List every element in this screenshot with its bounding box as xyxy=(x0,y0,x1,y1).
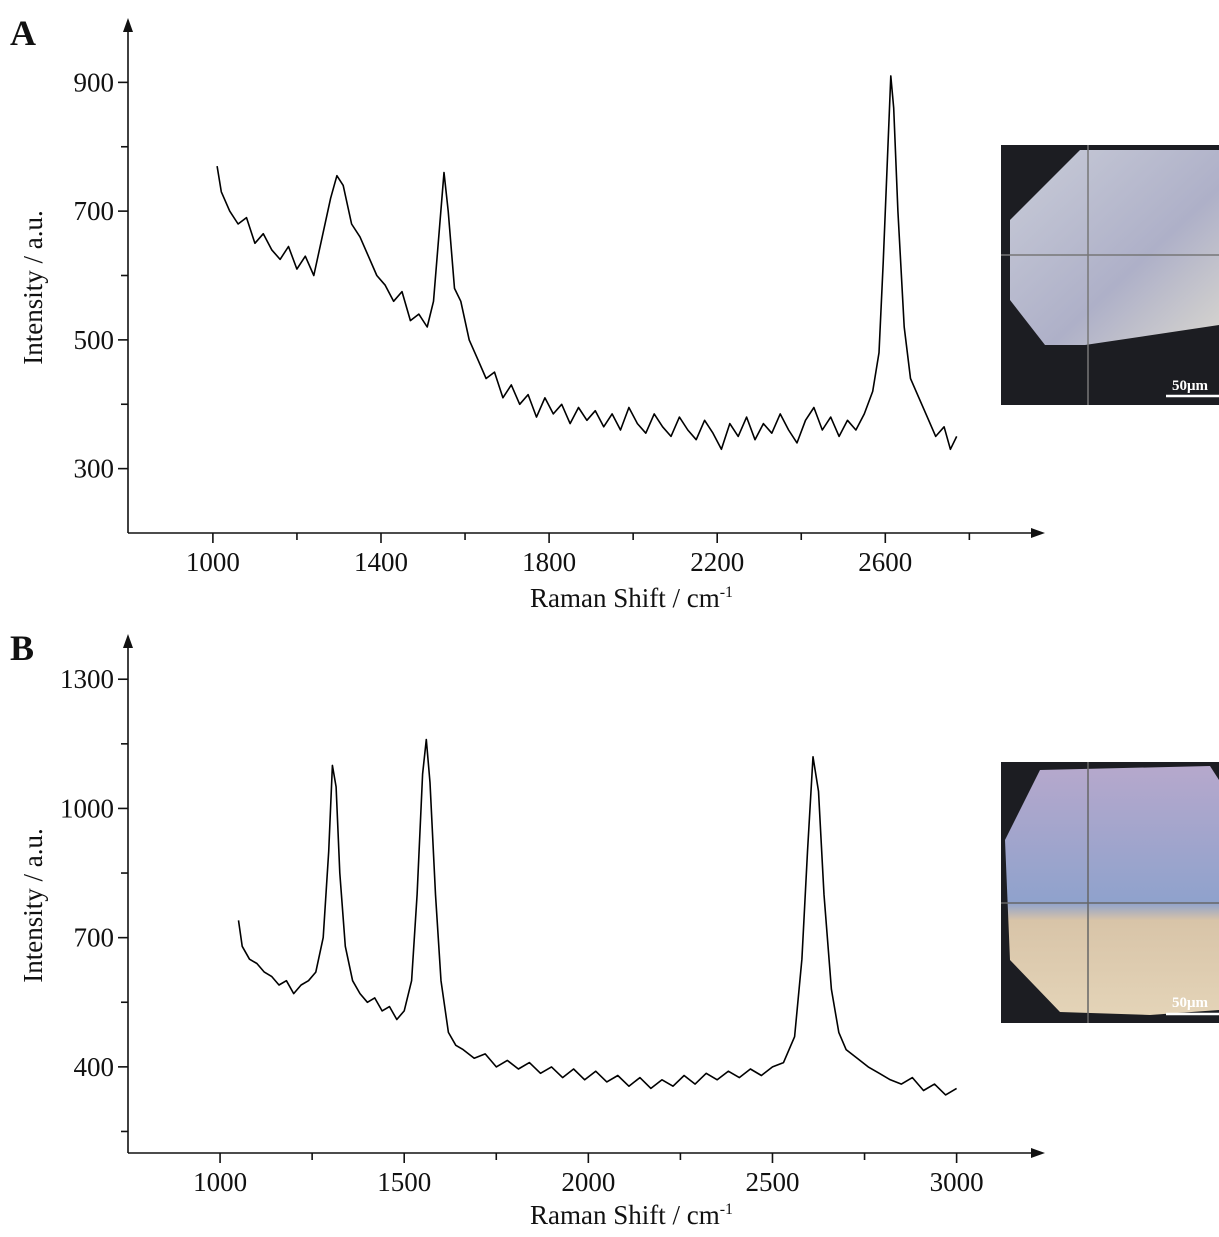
x-tick-label: 2000 xyxy=(561,1167,615,1197)
x-tick-label: 1400 xyxy=(354,547,408,577)
y-axis-label: Intensity / a.u. xyxy=(18,210,48,364)
spectrum-line xyxy=(237,738,958,1096)
y-tick-label: 1300 xyxy=(60,664,114,694)
y-tick-label: 500 xyxy=(74,325,115,355)
x-tick-label: 2200 xyxy=(690,547,744,577)
inset-scale-label: 50μm xyxy=(1172,995,1209,1011)
y-axis-arrow xyxy=(123,634,133,648)
inset-scale-label: 50μm xyxy=(1172,378,1209,394)
x-tick-label: 1500 xyxy=(377,1167,431,1197)
x-axis-label-sup: -1 xyxy=(720,584,733,601)
y-tick-label: 1000 xyxy=(60,793,114,823)
x-tick-label: 1800 xyxy=(522,547,576,577)
x-tick-label: 2600 xyxy=(858,547,912,577)
y-tick-label: 700 xyxy=(74,196,115,226)
x-tick-label: 2500 xyxy=(745,1167,799,1197)
spectrum-line xyxy=(216,75,958,451)
x-axis-label-text: Raman Shift / cm xyxy=(530,1200,720,1230)
y-tick-label: 900 xyxy=(74,67,115,97)
y-tick-label: 300 xyxy=(74,454,115,484)
x-axis-label: Raman Shift / cm-1 xyxy=(530,583,733,613)
inset-a xyxy=(1001,145,1219,405)
x-tick-label: 1000 xyxy=(186,547,240,577)
y-tick-label: 700 xyxy=(74,923,115,953)
inset-b xyxy=(1001,762,1219,1023)
panel-label: A xyxy=(10,13,36,53)
x-tick-label: 3000 xyxy=(930,1167,984,1197)
panel-label: B xyxy=(10,628,34,668)
y-axis-label: Intensity / a.u. xyxy=(18,828,48,982)
y-tick-label: 400 xyxy=(74,1052,115,1082)
x-axis-label-sup: -1 xyxy=(720,1201,733,1218)
y-axis-arrow xyxy=(123,18,133,32)
x-axis-arrow xyxy=(1031,528,1045,538)
x-tick-label: 1000 xyxy=(193,1167,247,1197)
x-axis-label: Raman Shift / cm-1 xyxy=(530,1200,733,1230)
x-axis-arrow xyxy=(1031,1148,1045,1158)
x-axis-label-text: Raman Shift / cm xyxy=(530,583,720,613)
